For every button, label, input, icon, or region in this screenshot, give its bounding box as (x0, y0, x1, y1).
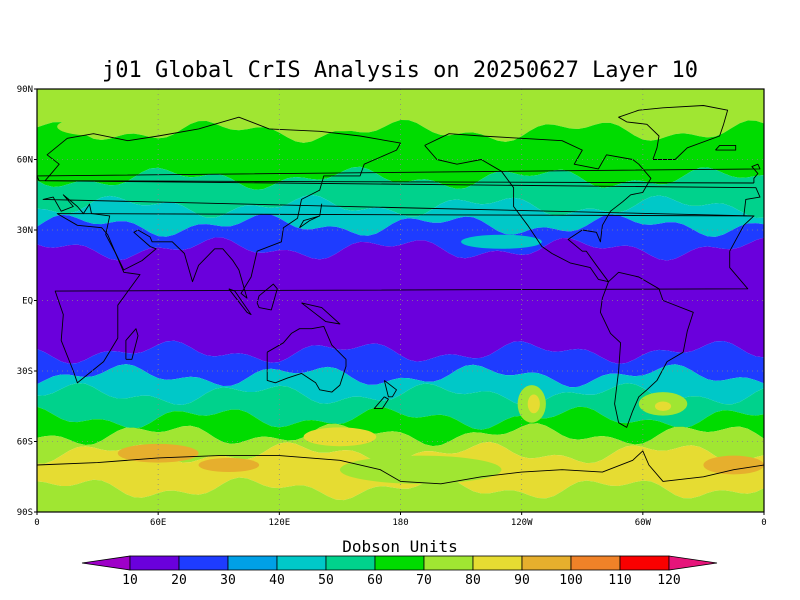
colorbar-label: 90 (514, 573, 530, 588)
ozone-anomaly-12 (339, 455, 502, 484)
ozone-band-2 (37, 166, 764, 218)
colorbar-label: 60 (367, 573, 383, 588)
x-tick-label: 60E (150, 518, 166, 528)
x-tick-label: 180 (392, 518, 408, 528)
x-tick-label: 120E (268, 518, 290, 528)
ozone-band-6 (37, 340, 764, 388)
colorbar-swatch (325, 555, 376, 571)
coastline-japan (299, 203, 323, 229)
colorbar-swatch (423, 555, 474, 571)
coastline-north-america (424, 133, 652, 283)
colorbar-label: 50 (318, 573, 334, 588)
colorbar-label: 10 (122, 573, 138, 588)
ozone-band-5 (37, 237, 764, 364)
coastline-south-america (599, 271, 694, 428)
latitude-tick-labels: 90N 60N 30N EQ 30S 60S 90S (17, 85, 37, 518)
coastline-great-britain (37, 163, 761, 184)
x-tick-label: 0 (761, 518, 766, 528)
colorbar-low-arrow (81, 555, 131, 571)
colorbar: 10 20 30 40 50 60 70 80 90 100 110 120 (81, 555, 718, 588)
coastline-iceland (715, 144, 737, 151)
colorbar-swatch (472, 555, 523, 571)
colorbar-label: 20 (171, 573, 187, 588)
colorbar-swatch (619, 555, 670, 571)
colorbar-title: Dobson Units (342, 537, 458, 556)
y-tick-label: 60S (17, 438, 33, 448)
y-tick-label: 90S (17, 508, 33, 518)
y-tick-label: 30S (17, 367, 33, 377)
ozone-anomaly-3 (461, 234, 542, 249)
x-tick-label: 60W (635, 518, 652, 528)
chart-title: j01 Global CrIS Analysis on 20250627 Lay… (102, 58, 698, 83)
ozone-band-8 (37, 383, 764, 430)
ozone-anomaly-5 (527, 394, 540, 414)
y-tick-label: EQ (22, 297, 33, 307)
x-tick-label: 120W (511, 518, 533, 528)
coastline-new-zealand-south (373, 396, 389, 410)
ozone-anomaly-1 (289, 103, 391, 132)
colorbar-high-arrow (668, 555, 718, 571)
coastline-australia (266, 325, 347, 393)
y-tick-label: 30N (17, 226, 33, 236)
coastline-new-zealand (383, 380, 397, 398)
colorbar-swatch (570, 555, 621, 571)
ozone-band-10 (37, 423, 764, 465)
x-tick-label: 0 (34, 518, 39, 528)
longitude-tick-labels: 0 60E 120E 180 120W 60W 0 (34, 512, 767, 528)
coastline-borneo (256, 283, 278, 311)
colorbar-label: 80 (465, 573, 481, 588)
coastline-madagascar (125, 328, 139, 360)
colorbar-swatch (227, 555, 278, 571)
coastline-new-guinea (301, 302, 341, 325)
ozone-anomaly-0 (582, 89, 704, 113)
coastline-africa (54, 213, 755, 384)
colorbar-swatch (178, 555, 229, 571)
coastline-europe-asia (42, 116, 761, 299)
coastline-greenland (618, 105, 729, 160)
colorbar-label: 40 (269, 573, 285, 588)
colorbar-label: 30 (220, 573, 236, 588)
ozone-band-0 (37, 89, 764, 143)
colorbar-swatch (129, 555, 180, 571)
ozone-anomaly-8 (117, 443, 199, 463)
ozone-anomaly-10 (198, 457, 260, 473)
ozone-anomaly-2 (57, 117, 138, 136)
colorbar-label: 110 (608, 573, 631, 588)
coastline-antarctica (37, 450, 764, 485)
coastline-outlines (37, 105, 764, 485)
ozone-band-4 (37, 213, 764, 261)
ozone-band-9 (37, 406, 764, 447)
colorbar-swatch (374, 555, 425, 571)
ozone-anomaly-11 (703, 455, 764, 475)
colorbar-label: 70 (416, 573, 432, 588)
ozone-anomaly-9 (303, 427, 377, 447)
map-gridlines (37, 89, 764, 512)
coastline-sumatra (228, 288, 252, 316)
colorbar-label: 120 (657, 573, 680, 588)
ozone-band-7 (37, 364, 764, 407)
y-tick-label: 90N (17, 85, 33, 95)
colorbar-label: 100 (559, 573, 582, 588)
colorbar-swatch (521, 555, 572, 571)
colorbar-swatch (276, 555, 327, 571)
ozone-band-3 (37, 194, 764, 237)
y-tick-label: 60N (17, 156, 33, 166)
ozone-anomaly-7 (654, 401, 672, 411)
